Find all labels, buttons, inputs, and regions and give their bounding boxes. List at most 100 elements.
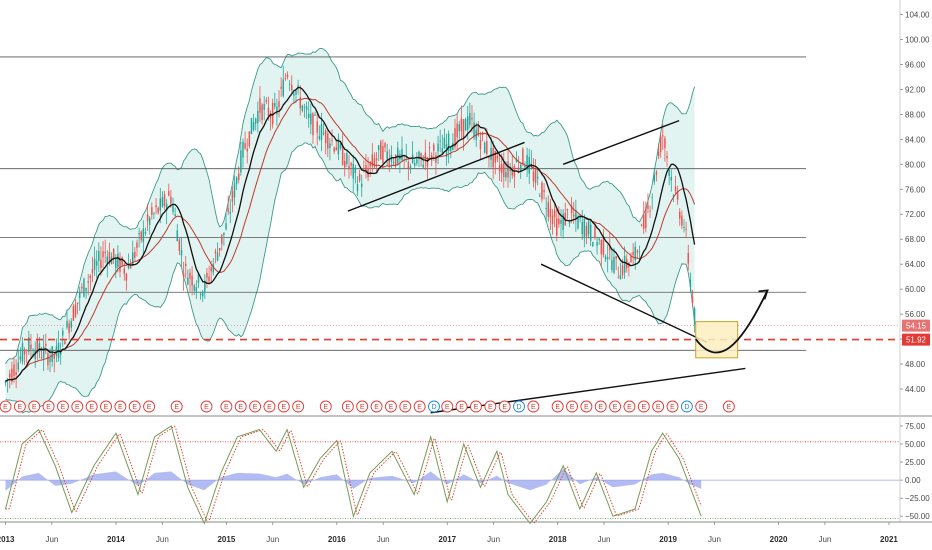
earnings-event-icon[interactable]: E — [498, 400, 511, 413]
earnings-event-icon[interactable]: E — [56, 400, 69, 413]
earnings-event-icon[interactable]: E — [413, 400, 426, 413]
earnings-event-icon[interactable]: E — [277, 400, 290, 413]
ma-slow-line — [5, 97, 696, 382]
candle-body — [687, 252, 689, 264]
earnings-event-icon[interactable]: E — [609, 400, 622, 413]
earnings-event-icon[interactable]: E — [71, 400, 84, 413]
earnings-event-icon[interactable]: E — [249, 400, 262, 413]
candle-body — [441, 148, 444, 155]
candle-body — [596, 241, 598, 246]
candle-body — [496, 155, 499, 159]
trendline-2018-lower[interactable] — [540, 263, 708, 343]
candle-body — [218, 248, 221, 251]
projection-curve[interactable] — [694, 290, 769, 354]
candle-body — [170, 196, 172, 204]
candle-body — [422, 164, 424, 168]
earnings-event-icon[interactable]: E — [100, 400, 112, 413]
earnings-event-icon[interactable]: E — [666, 400, 679, 413]
earnings-event-icon[interactable]: E — [263, 400, 276, 413]
candle-body — [689, 279, 692, 287]
candle-body — [382, 146, 384, 164]
earnings-event-icon[interactable]: E — [370, 400, 383, 413]
event-label: E — [174, 404, 179, 411]
earnings-event-icon[interactable]: E — [234, 400, 247, 413]
candle-body — [282, 79, 285, 97]
earnings-event-icon[interactable]: E — [470, 400, 482, 413]
earnings-event-icon[interactable]: E — [566, 400, 578, 413]
candle-body — [339, 143, 342, 149]
candle-body — [371, 154, 374, 167]
oscillator-tick-label: −50.00 — [905, 512, 930, 521]
earnings-event-icon[interactable]: E — [384, 400, 397, 413]
candle-body — [498, 165, 501, 172]
earnings-event-icon[interactable]: E — [0, 400, 12, 413]
earnings-event-icon[interactable]: E — [42, 400, 55, 413]
candle-body — [30, 344, 32, 350]
earnings-event-icon[interactable]: E — [722, 400, 735, 413]
earnings-event-icon[interactable]: E — [580, 400, 593, 413]
earnings-event-icon[interactable]: E — [341, 400, 354, 413]
earnings-event-icon[interactable]: E — [455, 400, 468, 413]
dividend-event-icon[interactable]: D — [513, 400, 525, 413]
earnings-event-icon[interactable]: E — [28, 400, 41, 413]
earnings-event-icon[interactable]: E — [200, 400, 213, 413]
candle-body — [651, 196, 653, 198]
earnings-event-icon[interactable]: E — [114, 400, 127, 413]
earnings-event-icon[interactable]: E — [356, 400, 369, 413]
candle-body — [15, 372, 17, 375]
earnings-event-icon[interactable]: E — [695, 400, 708, 413]
candle-body — [392, 162, 395, 164]
candle-body — [424, 152, 427, 159]
candle-body — [573, 214, 575, 217]
event-label: E — [3, 404, 8, 411]
price-tick-label: 100.00 — [905, 35, 930, 44]
candle-body — [49, 357, 51, 362]
candle-body — [34, 350, 36, 359]
candle-body — [189, 272, 191, 279]
earnings-event-icon[interactable]: E — [170, 400, 183, 413]
earnings-event-icon[interactable]: E — [527, 400, 540, 413]
event-label: E — [459, 404, 464, 411]
candle-body — [240, 150, 242, 173]
event-label: E — [598, 404, 603, 411]
trendline-2016-2017[interactable] — [347, 141, 525, 212]
candle-body — [320, 123, 323, 141]
event-label: E — [61, 404, 66, 411]
candle-body — [556, 218, 558, 236]
trendline-2018-upper[interactable] — [562, 119, 680, 165]
earnings-event-icon[interactable]: E — [292, 400, 305, 413]
earnings-event-icon[interactable]: E — [551, 400, 564, 413]
earnings-event-icon[interactable]: E — [594, 400, 607, 413]
candle-body — [23, 349, 26, 355]
candle-body — [134, 251, 136, 258]
earnings-event-icon[interactable]: E — [319, 400, 332, 413]
earnings-event-icon[interactable]: E — [220, 400, 233, 413]
dividend-event-icon[interactable]: D — [680, 400, 693, 413]
oscillator-histogram — [5, 468, 702, 491]
earnings-event-icon[interactable]: E — [85, 400, 98, 413]
event-label: E — [374, 404, 379, 411]
earnings-event-icon[interactable]: E — [441, 400, 454, 413]
candle-body — [403, 155, 405, 157]
earnings-event-icon[interactable]: E — [623, 400, 636, 413]
time-tick-label: Jun — [266, 535, 279, 544]
candle-body — [142, 228, 145, 242]
drawing-tools[interactable] — [0, 119, 900, 414]
candle-body — [227, 208, 229, 213]
earnings-event-icon[interactable]: E — [652, 400, 665, 413]
time-axis[interactable]: 2013 Jun 2014 Jun 2015 Jun 2016 Jun 2017 Jun 2018 J… — [0, 521, 932, 544]
trendline-bottom[interactable] — [430, 367, 746, 414]
earnings-event-icon[interactable]: E — [143, 400, 156, 413]
earnings-event-icon[interactable]: E — [13, 400, 26, 413]
earnings-event-icon[interactable]: E — [399, 400, 412, 413]
earnings-event-icon[interactable]: E — [637, 400, 650, 413]
earnings-event-icon[interactable]: E — [484, 400, 497, 413]
earnings-event-icon[interactable]: E — [128, 400, 141, 413]
dividend-event-icon[interactable]: D — [428, 400, 440, 413]
time-tick-label: 2014 — [107, 535, 125, 544]
event-label: E — [403, 404, 408, 411]
candle-body — [674, 186, 677, 192]
price-tick-label: 92.00 — [905, 85, 926, 94]
